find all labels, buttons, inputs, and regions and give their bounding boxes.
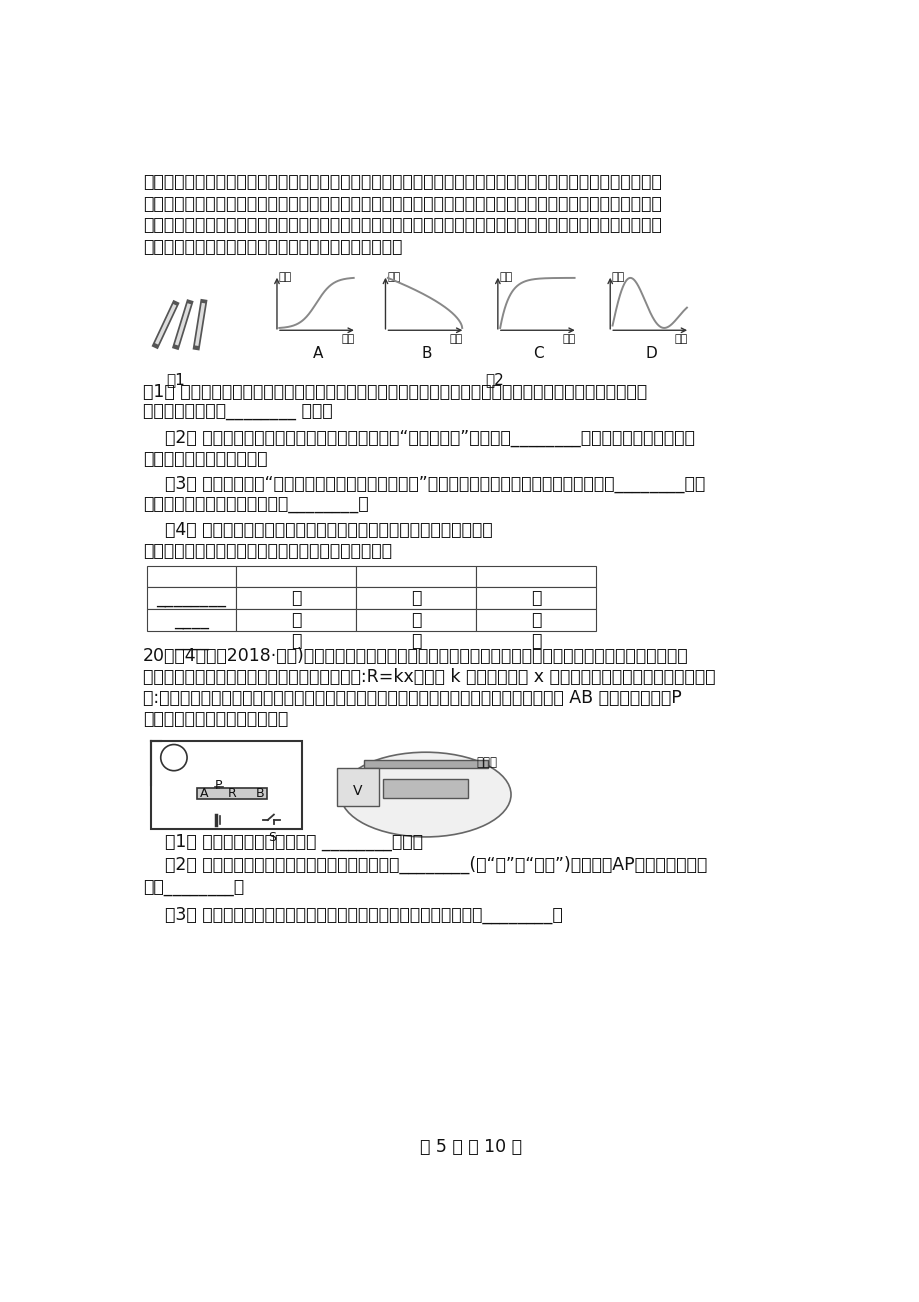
Text: 问题时经常用到的转换法．: 问题时经常用到的转换法． bbox=[142, 449, 267, 467]
Text: A: A bbox=[199, 788, 208, 801]
Text: 短: 短 bbox=[530, 611, 540, 629]
Circle shape bbox=[161, 745, 187, 771]
Bar bbox=[476, 566, 596, 587]
Bar bbox=[235, 566, 356, 587]
Text: 大: 大 bbox=[290, 633, 301, 650]
Text: 粘性: 粘性 bbox=[611, 272, 624, 283]
Text: V: V bbox=[169, 751, 178, 764]
Text: 论可以用图２中的________ 表示．: 论可以用图２中的________ 表示． bbox=[142, 404, 332, 422]
Text: R: R bbox=[227, 788, 236, 801]
Text: ____: ____ bbox=[174, 633, 209, 650]
Text: ________: ________ bbox=[156, 590, 226, 607]
Text: V: V bbox=[353, 784, 362, 798]
Text: 图1: 图1 bbox=[166, 372, 185, 387]
Text: 请你列举一个用到此方法的实验________．: 请你列举一个用到此方法的实验________． bbox=[142, 496, 369, 514]
Bar bbox=[363, 760, 487, 768]
Text: 小: 小 bbox=[530, 633, 540, 650]
Text: （1） 山山得出的结论是：对于蜂蜜这种物质，温度越高，它的粘性越小，温度越低，它的粘性越大．这一结: （1） 山山得出的结论是：对于蜂蜜这种物质，温度越高，它的粘性越小，温度越低，它… bbox=[142, 383, 646, 401]
Bar bbox=[235, 609, 356, 630]
Bar bbox=[151, 741, 301, 829]
Text: 温度: 温度 bbox=[674, 335, 687, 344]
Text: （3） 要完成此实验，除了记录电压表示数外，还需要的测量器材是________．: （3） 要完成此实验，除了记录电压表示数外，还需要的测量器材是________． bbox=[165, 906, 562, 924]
Text: 粘性: 粘性 bbox=[278, 272, 291, 283]
Text: 中: 中 bbox=[411, 611, 421, 629]
Text: 装入三个小瓶，一瓶放在冰筱，一瓶放在室内，另一瓶放在微波炉加热一会儿．然后找三支相同的试管，让爸爸妈: 装入三个小瓶，一瓶放在冰筱，一瓶放在室内，另一瓶放在微波炉加热一会儿．然后找三支… bbox=[142, 195, 661, 212]
Text: A: A bbox=[312, 345, 323, 361]
Text: 温度: 温度 bbox=[341, 335, 354, 344]
Bar bbox=[476, 587, 596, 609]
Text: （用汉字填写表格第一列中的物理量，不需要写单位）: （用汉字填写表格第一列中的物理量，不需要写单位） bbox=[142, 542, 391, 560]
Text: 滑动片: 滑动片 bbox=[476, 756, 496, 769]
Bar bbox=[197, 789, 267, 799]
Text: 粘性: 粘性 bbox=[387, 272, 400, 283]
Text: 低: 低 bbox=[290, 590, 301, 607]
Text: 温度: 温度 bbox=[562, 335, 574, 344]
Text: （3） 山山所设计的“让同一种液体从相同的斜面流下”这一方法是在研究物理问题时经常用到的________法，: （3） 山山所设计的“让同一种液体从相同的斜面流下”这一方法是在研究物理问题时经… bbox=[165, 475, 704, 493]
Text: 图2: 图2 bbox=[485, 372, 504, 387]
Text: B: B bbox=[255, 788, 265, 801]
Text: 长: 长 bbox=[290, 611, 301, 629]
Bar bbox=[356, 609, 476, 630]
Text: （2） 调节镍钓合金丝上的滑动片，电压表的示数________(填“能”或“不能”)反映导体AP间电阳的变化，: （2） 调节镍钓合金丝上的滑动片，电压表的示数________(填“能”或“不能… bbox=[165, 857, 706, 875]
Text: C: C bbox=[533, 345, 544, 361]
Text: 妈帮忙，用三支滴管分别从三个小瓶中各取一滴相同的蜂蜜．同时，分别滴到同样倾斜放置着的试管内壁上，观察: 妈帮忙，用三支滴管分别从三个小瓶中各取一滴相同的蜂蜜．同时，分别滴到同样倾斜放置… bbox=[142, 216, 661, 234]
Text: 粘性: 粘性 bbox=[499, 272, 512, 283]
Text: 温度: 温度 bbox=[449, 335, 462, 344]
Bar bbox=[147, 566, 235, 587]
Bar bbox=[147, 609, 235, 630]
Text: B: B bbox=[421, 345, 431, 361]
Text: 材:电压恒定的电源、开关、粗细均匀镍钓合金丝、电压表等及图示电路来探究此问题，图中 AB 为镍钓合金丝，P: 材:电压恒定的电源、开关、粗细均匀镍钓合金丝、电压表等及图示电路来探究此问题，图… bbox=[142, 689, 681, 707]
Text: ____: ____ bbox=[174, 611, 209, 629]
Text: D: D bbox=[645, 345, 656, 361]
Text: 其电阳与长度成正比，即可以用下述表达式表示:R=kx，其中 k 为比例常数， x 为导体的长度，于是他们用下面的器: 其电阳与长度成正比，即可以用下述表达式表示:R=kx，其中 k 为比例常数， x… bbox=[142, 668, 715, 686]
Bar bbox=[235, 587, 356, 609]
Text: 各滴蜂蜜流到试管底部的时间并进行比较，如图１所示．: 各滴蜂蜜流到试管底部的时间并进行比较，如图１所示． bbox=[142, 238, 402, 256]
Bar bbox=[356, 587, 476, 609]
Text: （1） 他们的实验方法是控制了 ________不变．: （1） 他们的实验方法是控制了 ________不变． bbox=[165, 833, 422, 852]
Text: 第 5 页 共 10 页: 第 5 页 共 10 页 bbox=[420, 1138, 522, 1156]
Text: S: S bbox=[268, 831, 276, 844]
Text: 理由________．: 理由________． bbox=[142, 879, 244, 897]
Bar bbox=[382, 779, 468, 798]
Bar bbox=[476, 609, 596, 630]
Text: 20．（4分）（2018·娄底)某学习小组在探讨影响导体电阳大小因素时，找资料发现在导体材料和粗细相同时，: 20．（4分）（2018·娄底)某学习小组在探讨影响导体电阳大小因素时，找资料发… bbox=[142, 647, 687, 665]
Text: （4） 根据以上实验描述，请你帮助山山完成表格中表头的设计填写．: （4） 根据以上实验描述，请你帮助山山完成表格中表头的设计填写． bbox=[165, 521, 492, 539]
Text: P: P bbox=[215, 779, 222, 792]
Bar bbox=[336, 768, 379, 806]
Text: 中: 中 bbox=[411, 590, 421, 607]
Text: （2） 在上述探究过程中，山山将不能直接测量的“物质的粘性”转换成对________的测量，这是在研究物理: （2） 在上述探究过程中，山山将不能直接测量的“物质的粘性”转换成对______… bbox=[165, 428, 694, 447]
Text: 高: 高 bbox=[530, 590, 540, 607]
Ellipse shape bbox=[340, 753, 510, 837]
Bar bbox=[356, 566, 476, 587]
Text: 如果让同一种液体从相同的斜面流下，需要的时间越长，说明粘性越大．于是她设计了如下的实验方案：将蜂蜜分: 如果让同一种液体从相同的斜面流下，需要的时间越长，说明粘性越大．于是她设计了如下… bbox=[142, 173, 661, 191]
Text: 为活动端，右侧为实物连线图．: 为活动端，右侧为实物连线图． bbox=[142, 710, 288, 728]
Text: 中: 中 bbox=[411, 633, 421, 650]
Bar bbox=[147, 587, 235, 609]
